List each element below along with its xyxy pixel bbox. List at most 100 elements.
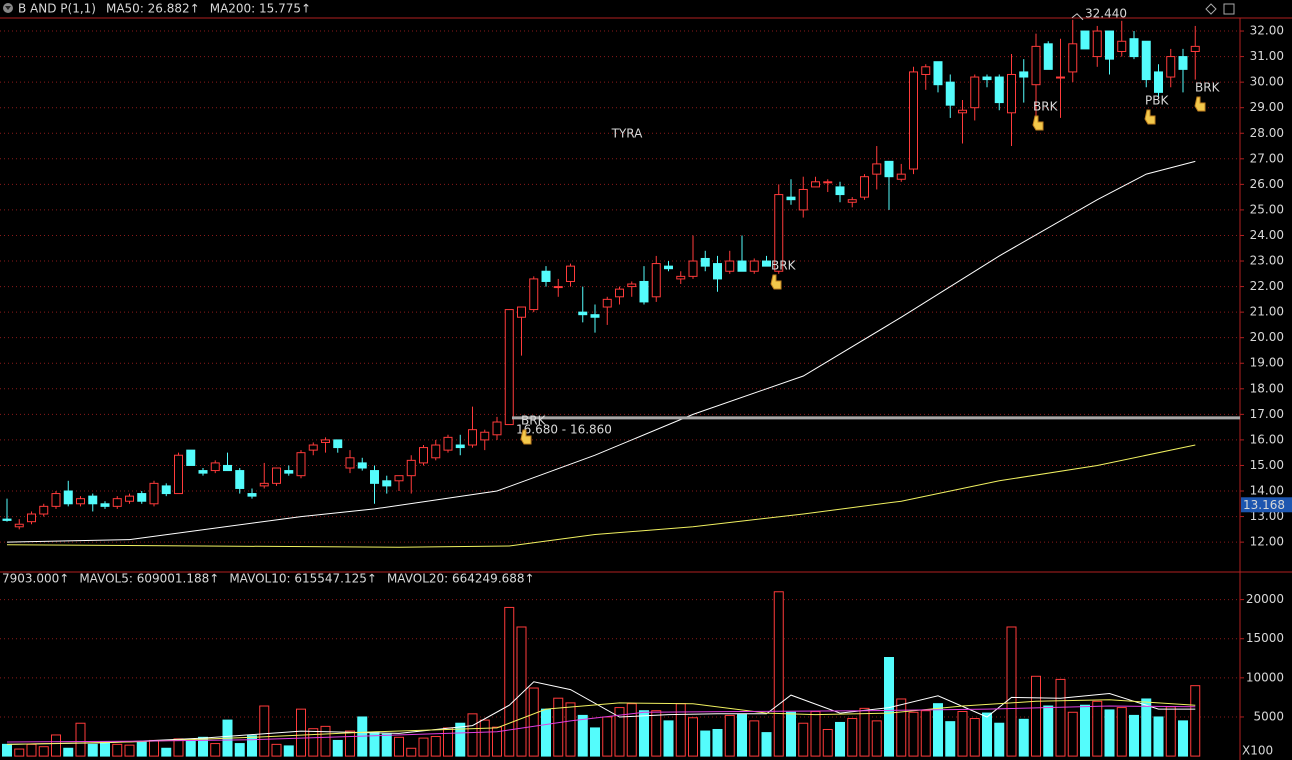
annotation: BRK (1033, 100, 1059, 114)
candle-body (345, 457, 355, 469)
volume-bar (516, 626, 527, 757)
y-tick-label: 5000 (1253, 709, 1284, 723)
y-tick-label: 29.00 (1250, 100, 1284, 114)
candle-body (357, 462, 367, 469)
legend-entry: MAVOL5: 609001.188↑ (79, 572, 219, 586)
candle-body (272, 467, 281, 484)
last-price-label: 13.168 (1243, 498, 1285, 512)
volume-bar (688, 717, 698, 757)
candle-body (210, 462, 220, 472)
diamond-icon[interactable] (1205, 3, 1217, 15)
hand-icon (770, 274, 782, 290)
candle-body (443, 436, 453, 451)
volume-bar (1129, 714, 1139, 757)
candle-body (1092, 30, 1102, 58)
candle-body (872, 163, 882, 175)
annotation: BRK (771, 259, 797, 273)
candle-body (1154, 71, 1163, 93)
legend-entry: MA50: 26.882↑ (106, 2, 200, 16)
annotation: BRK (1195, 81, 1221, 95)
candle-body (14, 523, 24, 528)
candle-body (909, 71, 918, 170)
volume-bar (1031, 675, 1041, 757)
candle-body (590, 314, 600, 318)
y-tick-label: 26.00 (1250, 177, 1284, 191)
volume-bar (663, 720, 674, 757)
candle-body (627, 283, 637, 288)
candle-body (688, 260, 698, 277)
candle-body (970, 76, 980, 109)
volume-bar (26, 743, 37, 757)
candle-body (419, 447, 428, 464)
y-tick-label: 23.00 (1250, 254, 1284, 268)
candle-body (492, 421, 502, 436)
high-label: 32.440 (1085, 6, 1127, 20)
candle-body (63, 490, 73, 505)
volume-bar (136, 741, 147, 757)
candle-body (749, 260, 759, 272)
volume-bar (786, 711, 796, 757)
candle-body (1141, 40, 1151, 81)
volume-bar (308, 728, 319, 757)
volume-bar (247, 735, 257, 757)
volume-bar (100, 741, 110, 757)
y-tick-label: 10000 (1246, 670, 1284, 684)
volume-bar (161, 747, 172, 757)
candle-body (198, 470, 208, 474)
y-tick-label: 18.00 (1250, 381, 1284, 395)
volume-bar (749, 720, 760, 757)
volume-bar (1067, 711, 1078, 757)
candle-body (811, 181, 820, 188)
volume-bar (1043, 705, 1054, 757)
volume-bar (210, 743, 221, 757)
volume-bar (773, 591, 784, 757)
candle-body (541, 270, 551, 282)
candle-body (125, 495, 134, 502)
y-tick-label: 22.00 (1250, 279, 1284, 293)
box-icon[interactable] (1223, 3, 1235, 15)
candle-body (382, 480, 392, 487)
volume-bar (651, 710, 662, 757)
volume-bar (982, 712, 992, 757)
volume-bar (479, 719, 490, 757)
volume-bar (957, 710, 968, 757)
candle-body (676, 275, 686, 280)
volume-bar (626, 703, 637, 757)
volume-bar (1055, 678, 1066, 757)
volume-bar (418, 737, 429, 757)
volume-bar (614, 707, 625, 757)
volume-bar (896, 698, 907, 757)
candle-body (713, 263, 722, 280)
y-tick-label: 32.00 (1250, 24, 1284, 38)
volume-bar (969, 718, 980, 757)
volume-bar (467, 713, 478, 757)
volume-bar (63, 747, 74, 757)
volume-bar (492, 726, 502, 757)
candle-body (406, 459, 416, 477)
candle-body (994, 76, 1004, 104)
volume-bar (271, 743, 282, 757)
volume-bar (234, 743, 245, 757)
volume-bar (528, 687, 539, 757)
candle-body (615, 288, 624, 298)
y-tick-label: 19.00 (1250, 356, 1284, 370)
volume-bar (1116, 707, 1127, 757)
candle-body (1166, 56, 1176, 78)
candle-body (798, 188, 808, 211)
y-tick-label: 12.00 (1250, 535, 1284, 549)
ma-line (6, 699, 1196, 745)
volume-bar (75, 722, 86, 757)
candle-body (455, 444, 465, 449)
y-tick-label: 20.00 (1250, 330, 1284, 344)
y-tick-label: 14.00 (1250, 484, 1284, 498)
candle-body (1068, 43, 1078, 73)
volume-bar (994, 722, 1005, 757)
volume-bar (51, 734, 61, 757)
y-tick-label: 31.00 (1250, 49, 1284, 63)
candle-body (1007, 73, 1016, 114)
candle-body (700, 257, 710, 267)
candle-body (737, 260, 747, 272)
candle-body (504, 309, 514, 426)
